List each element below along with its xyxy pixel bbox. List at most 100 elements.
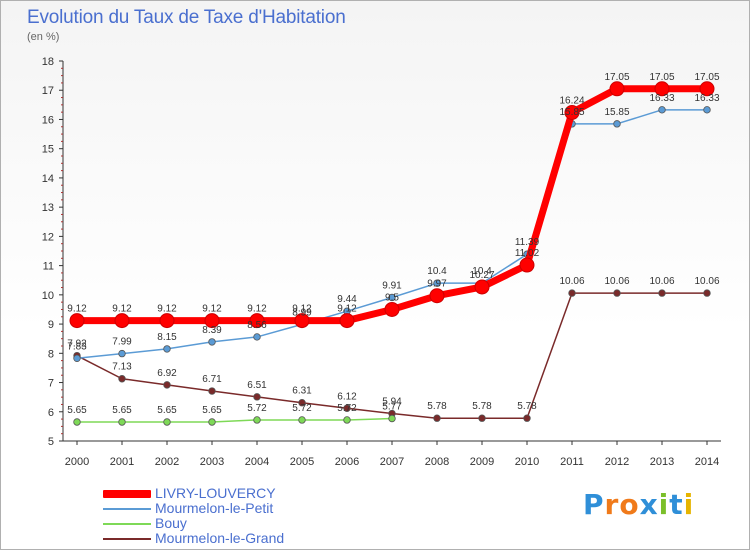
data-label-livry-louvercy: 9.5 [385,292,399,303]
data-point-mourmelon-le-petit [703,106,711,114]
data-point-mourmelon-le-petit [253,333,261,341]
data-label-bouy: 5.72 [292,403,312,414]
data-label-mourmelon-le-grand: 6.71 [202,374,222,385]
legend-label-mourmelon-le-petit: Mourmelon-le-Petit [155,500,274,516]
data-label-livry-louvercy: 17.05 [649,72,674,83]
data-point-bouy [73,418,81,426]
data-point-livry-louvercy [654,81,670,97]
data-label-mourmelon-le-grand: 5.78 [427,401,447,412]
data-point-bouy [118,418,126,426]
x-tick-label: 2006 [335,456,359,468]
data-label-mourmelon-le-grand: 5.78 [517,401,537,412]
data-point-mourmelon-le-petit [163,345,171,353]
data-point-livry-louvercy [204,313,220,329]
data-point-mourmelon-le-petit [613,120,621,128]
data-point-livry-louvercy [429,288,445,304]
data-label-mourmelon-le-petit: 8.39 [202,325,222,336]
data-point-mourmelon-le-petit [73,354,81,362]
data-label-mourmelon-le-grand: 6.92 [157,368,177,379]
y-tick-label: 11 [43,261,54,273]
data-point-bouy [298,416,306,424]
x-tick-label: 2002 [155,456,179,468]
data-point-livry-louvercy [609,81,625,97]
y-tick-label: 13 [42,202,54,214]
data-label-livry-louvercy: 17.05 [694,72,719,83]
data-label-bouy: 5.77 [382,401,402,412]
y-tick-label: 14 [42,173,54,185]
x-tick-label: 2004 [245,456,269,468]
data-label-livry-louvercy: 9.12 [202,304,222,315]
y-tick-label: 15 [42,144,54,156]
series-line-bouy [77,417,393,423]
data-label-mourmelon-le-grand: 7.13 [112,362,132,373]
data-point-mourmelon-le-grand [163,381,171,389]
data-point-bouy [208,418,216,426]
data-point-livry-louvercy [69,313,85,329]
x-tick-label: 2007 [380,456,404,468]
data-label-bouy: 5.72 [247,403,267,414]
data-point-livry-louvercy [699,81,715,97]
data-point-livry-louvercy [114,313,130,329]
data-point-bouy [388,414,396,423]
data-label-mourmelon-le-petit: 9.91 [382,280,402,291]
data-label-mourmelon-le-grand: 10.06 [559,276,584,287]
data-point-bouy [163,418,171,426]
data-point-mourmelon-le-petit [118,349,126,358]
data-label-mourmelon-le-grand: 6.12 [337,391,357,402]
data-point-bouy [253,416,261,424]
data-label-mourmelon-le-petit: 8.15 [157,332,177,343]
data-label-mourmelon-le-petit: 10.4 [472,266,492,277]
data-point-bouy [343,416,351,424]
y-tick-label: 10 [42,290,54,302]
data-label-mourmelon-le-petit: 7.99 [112,337,132,348]
x-tick-label: 2014 [695,456,719,468]
data-label-bouy: 5.72 [337,403,357,414]
x-tick-label: 2012 [605,456,629,468]
data-label-mourmelon-le-petit: 11.39 [515,237,540,248]
legend-swatch-mourmelon-le-petit [103,508,151,510]
legend-label-livry-louvercy: LIVRY-LOUVERCY [155,485,276,501]
data-label-livry-louvercy: 9.97 [427,279,447,290]
data-label-mourmelon-le-grand: 10.06 [649,276,674,287]
data-label-mourmelon-le-petit: 15.85 [604,107,629,118]
data-label-mourmelon-le-petit: 9.44 [337,294,357,305]
data-label-bouy: 5.65 [202,405,222,416]
data-label-mourmelon-le-petit: 8.99 [292,307,312,318]
data-label-mourmelon-le-grand: 10.06 [694,276,719,287]
data-label-livry-louvercy: 17.05 [604,72,629,83]
data-label-mourmelon-le-petit: 16.33 [694,93,719,104]
data-point-mourmelon-le-grand [658,289,666,297]
data-point-mourmelon-le-grand [568,289,576,297]
x-tick-label: 2009 [470,456,494,468]
data-label-mourmelon-le-grand: 5.94 [382,397,402,408]
legend-label-mourmelon-le-grand: Mourmelon-le-Grand [155,530,285,546]
data-point-mourmelon-le-grand [433,414,441,422]
x-tick-label: 2005 [290,456,314,468]
data-label-mourmelon-le-grand: 7.92 [67,339,87,350]
data-label-mourmelon-le-grand: 5.78 [472,401,492,412]
data-point-livry-louvercy [249,313,265,329]
data-point-livry-louvercy [564,104,580,120]
data-label-mourmelon-le-petit: 16.33 [649,93,674,104]
data-label-livry-louvercy: 9.12 [112,304,132,315]
proxiti-logo: Proxiti [583,488,695,521]
data-label-livry-louvercy: 9.12 [337,304,357,315]
x-tick-label: 2011 [560,456,584,468]
data-label-bouy: 5.65 [157,405,177,416]
data-point-livry-louvercy [519,257,535,273]
data-label-livry-louvercy: 11.02 [515,248,540,259]
data-point-mourmelon-le-grand [253,393,261,401]
data-point-mourmelon-le-grand [208,387,216,395]
y-tick-label: 8 [48,348,54,360]
x-tick-label: 2000 [65,456,89,468]
legend-swatch-bouy [103,523,151,525]
data-label-mourmelon-le-petit: 8.56 [247,320,267,331]
data-label-mourmelon-le-grand: 6.51 [247,380,267,391]
y-tick-label: 7 [48,378,54,390]
data-point-mourmelon-le-petit [208,338,216,346]
x-tick-label: 2013 [650,456,674,468]
y-tick-label: 6 [48,407,54,419]
chart-title: Evolution du Taux de Taxe d'Habitation [27,7,346,28]
